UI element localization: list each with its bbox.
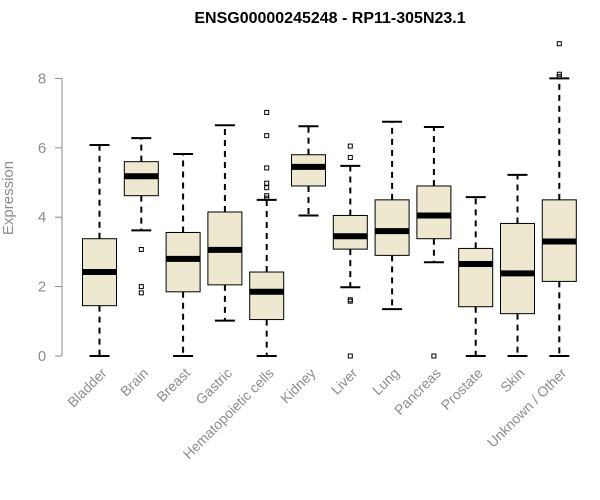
outlier-point [556, 74, 562, 80]
x-category-label: Brain [117, 365, 151, 399]
iqr-box [291, 154, 326, 187]
x-category-label: Prostate [438, 365, 486, 413]
y-tick-label: 4 [38, 209, 46, 226]
iqr-box [458, 247, 494, 308]
x-category-label: Unknown / Other [484, 365, 570, 451]
outlier-point [264, 180, 270, 186]
x-category-label: Kidney [277, 365, 319, 407]
box-pancreas [416, 125, 452, 359]
outlier-point [347, 298, 353, 304]
y-tick-label: 6 [38, 140, 46, 157]
box-liver [332, 143, 368, 359]
outlier-point [138, 290, 144, 296]
iqr-box [374, 199, 410, 256]
chart-title: ENSG00000245248 - RP11-305N23.1 [194, 10, 465, 27]
iqr-box [416, 185, 452, 240]
outlier-point [556, 41, 562, 47]
y-axis-label: Expression [0, 161, 17, 235]
box-lung [374, 120, 410, 311]
outlier-point [347, 155, 353, 161]
y-tick-label: 0 [38, 348, 46, 365]
x-category-label: Bladder [64, 365, 110, 411]
iqr-box [249, 271, 285, 321]
x-category-label: Lung [369, 365, 402, 398]
outlier-point [347, 143, 353, 149]
boxes-group [82, 41, 577, 359]
box-prostate [458, 196, 494, 357]
outlier-point [138, 284, 144, 290]
box-kidney [291, 125, 326, 217]
outlier-point [264, 109, 270, 115]
outlier-point [347, 297, 353, 303]
iqr-box [165, 231, 201, 293]
outlier-point [431, 353, 437, 359]
box-brain [123, 137, 159, 296]
outlier-point [264, 165, 270, 171]
outlier-point [264, 133, 270, 139]
y-axis: 0 2 4 6 8 [38, 70, 63, 365]
box-skin [500, 173, 535, 357]
outlier-point [347, 353, 353, 359]
box-gastric [207, 124, 243, 322]
outlier-point [264, 195, 270, 201]
outlier-point [138, 246, 144, 252]
outlier-point [264, 185, 270, 191]
x-category-label: Liver [328, 365, 361, 398]
iqr-box [332, 214, 368, 250]
box-breast [165, 153, 201, 357]
box-unknown-other [541, 41, 577, 357]
box-bladder [82, 144, 117, 357]
y-tick-label: 2 [38, 279, 46, 296]
iqr-box [500, 222, 535, 315]
y-tick-label: 8 [38, 70, 46, 87]
x-category-label: Breast [153, 365, 193, 405]
box-hematopoietic-cells [249, 109, 285, 357]
x-category-label: Skin [497, 365, 528, 396]
